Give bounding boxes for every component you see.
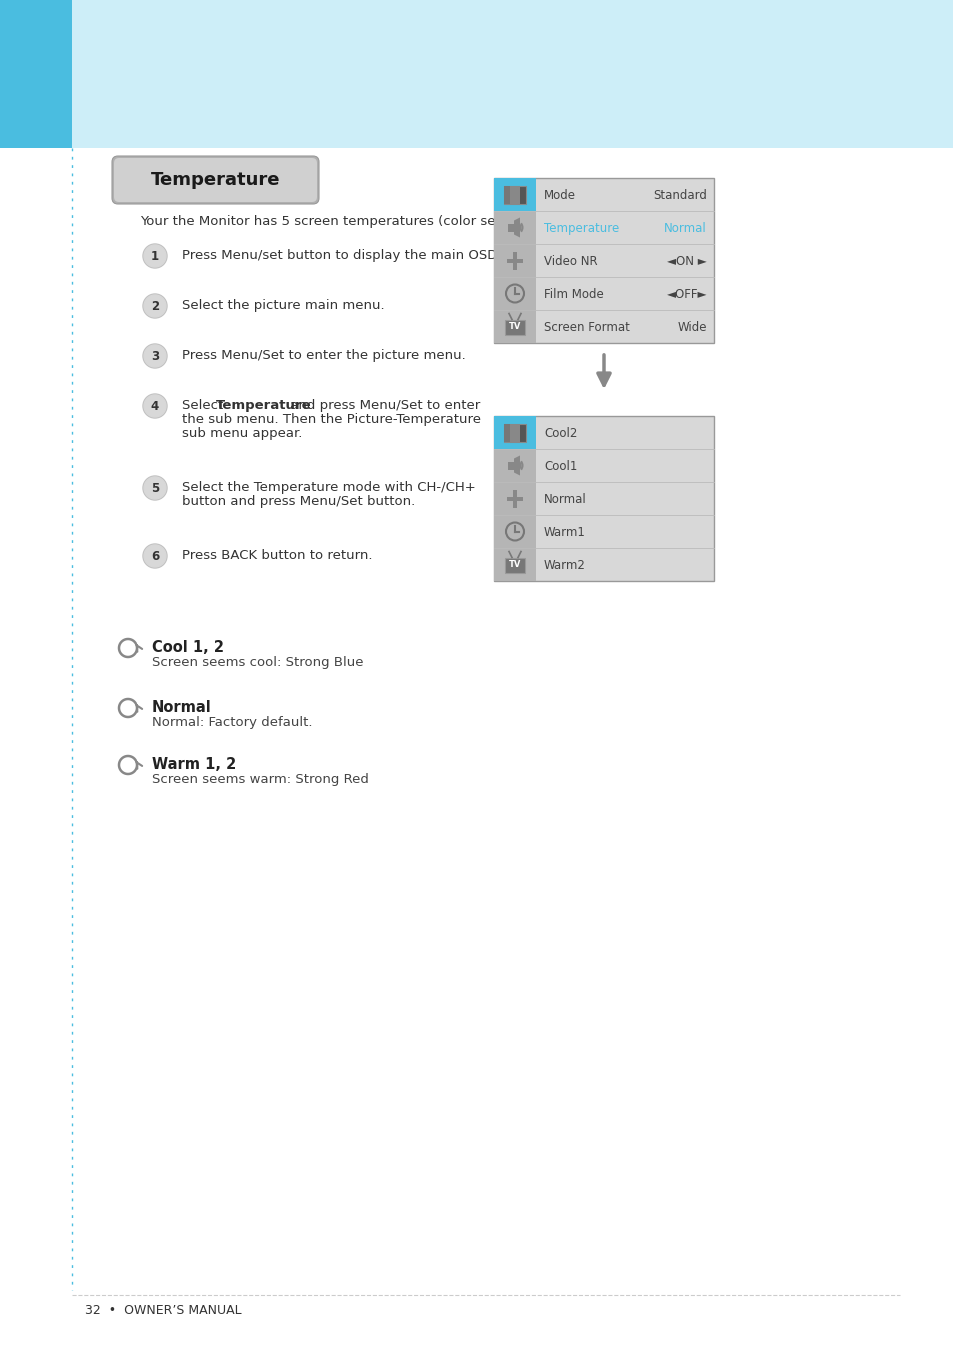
Text: 32  •  OWNER’S MANUAL: 32 • OWNER’S MANUAL xyxy=(85,1303,241,1317)
Bar xyxy=(494,415,713,581)
Circle shape xyxy=(144,478,166,499)
Text: Normal: Normal xyxy=(663,223,706,235)
Bar xyxy=(503,424,525,441)
Bar xyxy=(513,490,517,499)
Bar xyxy=(494,178,713,343)
Bar xyxy=(507,461,514,469)
Bar xyxy=(510,424,519,441)
Bar xyxy=(494,415,536,449)
Text: Film Mode: Film Mode xyxy=(543,287,603,301)
Bar xyxy=(0,0,71,148)
Bar xyxy=(513,251,517,260)
Text: 3: 3 xyxy=(151,349,159,363)
Text: ◄ON ►: ◄ON ► xyxy=(666,255,706,268)
FancyBboxPatch shape xyxy=(113,158,316,202)
Text: Screen Format: Screen Format xyxy=(543,321,629,335)
Text: Select the picture main menu.: Select the picture main menu. xyxy=(182,299,384,312)
Bar xyxy=(504,320,524,335)
Text: 2: 2 xyxy=(151,299,159,313)
Text: Select the Temperature mode with CH-/CH+: Select the Temperature mode with CH-/CH+ xyxy=(182,482,476,494)
Text: Your the Monitor has 5 screen temperatures (color settings):: Your the Monitor has 5 screen temperatur… xyxy=(140,214,542,228)
Text: Temperature: Temperature xyxy=(151,171,280,189)
Text: Warm1: Warm1 xyxy=(543,526,585,540)
Text: TV: TV xyxy=(508,322,520,331)
Bar xyxy=(506,496,522,500)
Text: Select: Select xyxy=(182,399,227,411)
Bar xyxy=(503,186,510,204)
Text: Temperature: Temperature xyxy=(215,399,312,411)
Text: Normal: Normal xyxy=(543,492,586,506)
Bar xyxy=(494,310,536,343)
Circle shape xyxy=(143,476,167,500)
Bar xyxy=(504,557,524,572)
Text: Wide: Wide xyxy=(677,321,706,335)
Circle shape xyxy=(143,544,167,568)
Text: Press BACK button to return.: Press BACK button to return. xyxy=(182,549,372,563)
Circle shape xyxy=(144,246,166,267)
Text: Video NR: Video NR xyxy=(543,255,597,268)
FancyBboxPatch shape xyxy=(112,156,318,204)
Text: 1: 1 xyxy=(151,250,159,263)
Bar xyxy=(494,210,536,244)
Text: Screen seems cool: Strong Blue: Screen seems cool: Strong Blue xyxy=(152,656,363,669)
Text: 5: 5 xyxy=(151,482,159,495)
Text: Press Menu/Set to enter the picture menu.: Press Menu/Set to enter the picture menu… xyxy=(182,349,465,362)
Circle shape xyxy=(144,345,166,367)
Polygon shape xyxy=(514,456,519,475)
Bar xyxy=(513,499,517,507)
Circle shape xyxy=(143,394,167,418)
Text: Cool 1, 2: Cool 1, 2 xyxy=(152,639,224,656)
Text: Mode: Mode xyxy=(543,189,576,202)
Polygon shape xyxy=(514,217,519,237)
Bar xyxy=(494,548,536,581)
Bar xyxy=(494,515,536,548)
Bar xyxy=(503,186,525,204)
Text: and press Menu/Set to enter: and press Menu/Set to enter xyxy=(286,399,479,411)
Text: TV: TV xyxy=(508,560,520,569)
Bar xyxy=(494,277,536,310)
Bar xyxy=(510,186,519,204)
Bar xyxy=(494,244,536,277)
Text: Cool2: Cool2 xyxy=(543,428,577,440)
Text: Normal: Factory default.: Normal: Factory default. xyxy=(152,716,313,728)
Circle shape xyxy=(143,344,167,368)
Text: button and press Menu/Set button.: button and press Menu/Set button. xyxy=(182,495,415,509)
Text: Standard: Standard xyxy=(653,189,706,202)
Circle shape xyxy=(144,395,166,417)
Text: sub menu appear.: sub menu appear. xyxy=(182,428,302,440)
Text: Temperature: Temperature xyxy=(543,223,618,235)
Circle shape xyxy=(143,294,167,318)
Text: Press Menu/set button to display the main OSD menu.: Press Menu/set button to display the mai… xyxy=(182,250,543,262)
Text: 4: 4 xyxy=(151,399,159,413)
Text: Warm2: Warm2 xyxy=(543,558,585,572)
Text: ◄OFF►: ◄OFF► xyxy=(666,287,706,301)
Bar xyxy=(494,482,536,515)
Text: the sub menu. Then the Picture-Temperature: the sub menu. Then the Picture-Temperatu… xyxy=(182,413,480,426)
Text: Normal: Normal xyxy=(152,700,212,715)
Circle shape xyxy=(144,295,166,317)
Bar xyxy=(494,449,536,482)
Text: 6: 6 xyxy=(151,549,159,563)
Bar xyxy=(503,424,510,441)
Bar xyxy=(71,0,953,148)
Bar xyxy=(507,224,514,232)
Bar xyxy=(494,178,536,210)
Circle shape xyxy=(144,545,166,567)
Text: Cool1: Cool1 xyxy=(543,460,577,473)
Text: Screen seems warm: Strong Red: Screen seems warm: Strong Red xyxy=(152,773,369,786)
Text: Warm 1, 2: Warm 1, 2 xyxy=(152,757,236,772)
Circle shape xyxy=(143,244,167,268)
Bar xyxy=(513,260,517,270)
Bar xyxy=(506,259,522,263)
